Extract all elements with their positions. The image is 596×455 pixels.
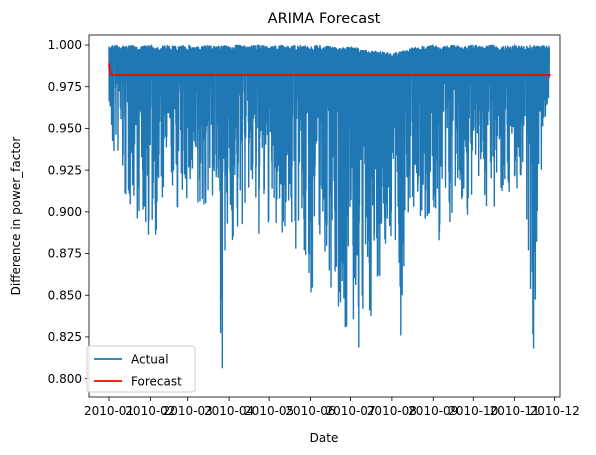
x-tick-label: 2010-08 xyxy=(367,404,417,418)
legend-label-actual: Actual xyxy=(131,353,169,367)
legend-label-forecast: Forecast xyxy=(131,375,182,389)
y-axis-label: Difference in power_factor xyxy=(9,137,23,296)
chart-title: ARIMA Forecast xyxy=(268,11,381,27)
series-line-forecast xyxy=(108,63,551,76)
y-tick-label: 1.000 xyxy=(48,38,82,52)
y-tick-label: 0.950 xyxy=(48,122,82,136)
y-axis: 0.800 0.825 0.850 0.875 0.900 0.925 0.950 0.975… xyxy=(48,38,89,386)
x-tick-label: 2010-09 xyxy=(408,404,458,418)
x-tick-label: 2010-02 xyxy=(125,404,175,418)
y-tick-label: 0.875 xyxy=(48,247,82,261)
plot-area xyxy=(108,44,551,369)
legend: Actual Forecast xyxy=(86,345,196,393)
x-tick-label: 2010-04 xyxy=(204,404,254,418)
x-tick-label: 2010-07 xyxy=(325,404,375,418)
plot-frame xyxy=(88,34,561,398)
x-tick-label: 2010-03 xyxy=(163,404,213,418)
y-tick-label: 0.800 xyxy=(48,372,82,386)
y-tick-label: 0.850 xyxy=(48,288,82,302)
x-axis: 2010-012010-022010-032010-042010-052010-… xyxy=(84,397,580,418)
y-tick-label: 0.925 xyxy=(48,163,82,177)
x-axis-label: Date xyxy=(310,431,339,445)
y-tick-label: 0.900 xyxy=(48,205,82,219)
x-tick-label: 2010-06 xyxy=(285,404,335,418)
x-tick-label: 2010-11 xyxy=(490,404,540,418)
y-tick-label: 0.975 xyxy=(48,80,82,94)
y-tick-label: 0.825 xyxy=(48,330,82,344)
x-tick-label: 2010-12 xyxy=(530,404,580,418)
series-line-actual xyxy=(108,44,551,369)
x-tick-label: 2010-01 xyxy=(84,404,134,418)
x-tick-label: 2010-10 xyxy=(448,404,498,418)
x-tick-label: 2010-05 xyxy=(244,404,294,418)
